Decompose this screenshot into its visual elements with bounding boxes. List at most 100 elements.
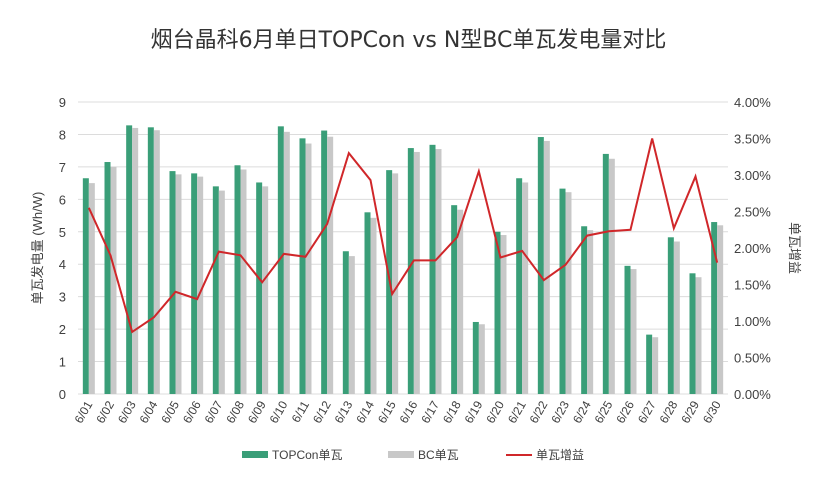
bar-bc: [88, 183, 95, 394]
legend-swatch-topcon: [242, 451, 268, 458]
x-tick-label: 6/19: [462, 398, 486, 426]
bar-topcon: [126, 125, 133, 395]
bar-topcon: [191, 173, 198, 394]
bar-bc: [348, 256, 355, 394]
bar-bc: [132, 127, 139, 394]
x-tick-label: 6/09: [245, 398, 269, 426]
x-tick-label: 6/03: [115, 398, 139, 426]
bar-topcon: [256, 182, 263, 394]
bar-bc: [413, 151, 420, 394]
x-tick-label: 6/29: [678, 398, 702, 426]
bar-bc: [500, 235, 507, 394]
bar-topcon: [169, 171, 176, 394]
y2-tick-label: 3.00%: [734, 168, 771, 183]
x-tick-label: 6/08: [223, 398, 247, 426]
bar-topcon: [602, 153, 609, 394]
bar-bc: [587, 230, 594, 394]
y2-tick-label: 0.50%: [734, 351, 771, 366]
x-tick-label: 6/11: [289, 398, 313, 425]
bar-bc: [717, 225, 724, 394]
bar-topcon: [234, 165, 241, 394]
x-tick-label: 6/23: [548, 398, 572, 426]
x-tick-label: 6/05: [158, 398, 182, 426]
bar-topcon: [689, 273, 696, 394]
y2-axis-label: 单瓦增益: [787, 222, 802, 274]
line-gain: [87, 138, 719, 334]
bar-topcon: [429, 144, 436, 394]
x-tick-label: 6/06: [180, 398, 204, 426]
legend-label-bc: BC单瓦: [418, 448, 459, 462]
bar-bc: [543, 140, 550, 394]
x-tick-label: 6/21: [505, 398, 529, 426]
x-tick-label: 6/27: [635, 398, 659, 426]
x-tick-label: 6/10: [267, 398, 291, 426]
x-tick-label: 6/18: [440, 398, 464, 426]
bar-bc: [110, 166, 117, 394]
bar-topcon: [516, 178, 523, 394]
bar-bc: [240, 169, 247, 394]
bar-topcon: [364, 212, 371, 394]
legend-swatch-bc: [388, 451, 414, 458]
bar-topcon: [104, 162, 111, 394]
bar-bc: [652, 337, 659, 394]
x-tick-label: 6/20: [483, 398, 507, 426]
bar-bc: [608, 158, 615, 394]
x-tick-label: 6/25: [592, 398, 616, 426]
bar-bc: [370, 217, 377, 394]
bar-bc: [673, 241, 680, 394]
bar-bc: [435, 149, 442, 394]
y-tick-label: 3: [59, 290, 66, 305]
x-tick-label: 6/14: [353, 398, 377, 426]
x-tick-label: 6/13: [332, 398, 356, 426]
x-tick-label: 6/17: [418, 398, 442, 426]
x-tick-label: 6/07: [202, 398, 226, 426]
bar-topcon: [451, 205, 458, 394]
bar-topcon: [407, 148, 414, 394]
bar-topcon: [581, 226, 588, 394]
y2-tick-label: 1.00%: [734, 314, 771, 329]
bar-topcon: [147, 127, 154, 394]
bar-topcon: [711, 222, 718, 394]
y-tick-label: 6: [59, 192, 66, 207]
x-tick-label: 6/24: [570, 398, 594, 426]
y2-tick-label: 2.00%: [734, 241, 771, 256]
bar-bc: [218, 190, 225, 394]
bar-bc: [175, 174, 182, 394]
x-tick-label: 6/01: [72, 398, 96, 426]
y-tick-label: 5: [59, 225, 66, 240]
bar-bc: [327, 136, 334, 394]
y2-tick-label: 0.00%: [734, 387, 771, 402]
bar-topcon: [537, 137, 544, 395]
y2-tick-label: 2.50%: [734, 205, 771, 220]
bar-topcon: [212, 186, 219, 394]
x-tick-label: 6/16: [397, 398, 421, 426]
bar-topcon: [624, 265, 631, 394]
y2-tick-label: 4.00%: [734, 95, 771, 110]
x-tick-label: 6/12: [310, 398, 334, 426]
y-axis-label: 单瓦发电量 (Wh/W): [30, 192, 45, 305]
bar-topcon: [646, 334, 653, 394]
bar-bc: [392, 173, 399, 394]
bar-bc: [283, 131, 290, 395]
bar-topcon: [472, 321, 479, 394]
x-tick-label: 6/30: [700, 398, 724, 426]
chart-title: 烟台晶科6月单日TOPCon vs N型BC单瓦发电量对比: [150, 28, 667, 53]
bar-topcon: [667, 237, 674, 394]
bar-topcon: [559, 188, 566, 394]
bar-bc: [522, 182, 529, 394]
bar-topcon: [277, 126, 284, 394]
bar-bc: [262, 186, 269, 394]
legend-label-gain: 单瓦增益: [536, 448, 584, 462]
bar-bc: [695, 277, 702, 394]
bar-bc: [457, 209, 464, 394]
x-tick-label: 6/26: [613, 398, 637, 426]
x-tick-label: 6/02: [93, 398, 117, 426]
bar-bc: [565, 192, 572, 394]
bar-topcon: [342, 251, 349, 394]
bar-bc: [153, 130, 160, 394]
bar-bc: [630, 269, 637, 394]
x-tick-label: 6/15: [375, 398, 399, 426]
y-tick-label: 4: [59, 257, 66, 272]
